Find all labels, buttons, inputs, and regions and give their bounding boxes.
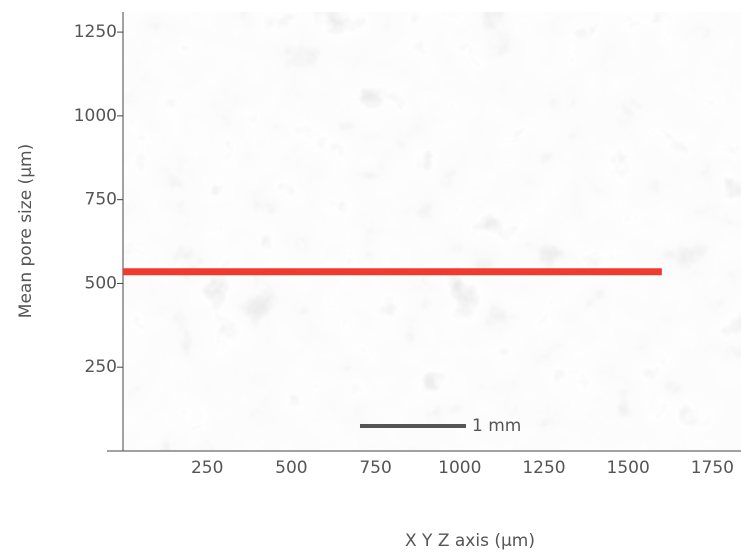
y-tick-label: 250 xyxy=(85,357,117,377)
x-tick-label: 1500 xyxy=(607,458,650,478)
x-tick-label: 1750 xyxy=(691,458,734,478)
scale-label: 1 mm xyxy=(472,416,521,436)
x-tick-label: 750 xyxy=(359,458,391,478)
y-tick-label: 500 xyxy=(85,273,117,293)
x-axis-label: X Y Z axis (µm) xyxy=(405,531,535,551)
y-tick-label: 1000 xyxy=(74,106,117,126)
x-tick-label: 250 xyxy=(191,458,223,478)
x-tick-label: 1000 xyxy=(438,458,481,478)
y-tick-label: 750 xyxy=(85,190,117,210)
chart: 1 mm X Y Z axis (µm) Mean pore size (µm)… xyxy=(0,0,741,555)
y-tick-label: 1250 xyxy=(74,22,117,42)
y-axis-label: Mean pore size (µm) xyxy=(16,144,36,318)
x-tick-label: 500 xyxy=(275,458,307,478)
x-tick-label: 1250 xyxy=(522,458,565,478)
sem-background xyxy=(123,12,741,451)
